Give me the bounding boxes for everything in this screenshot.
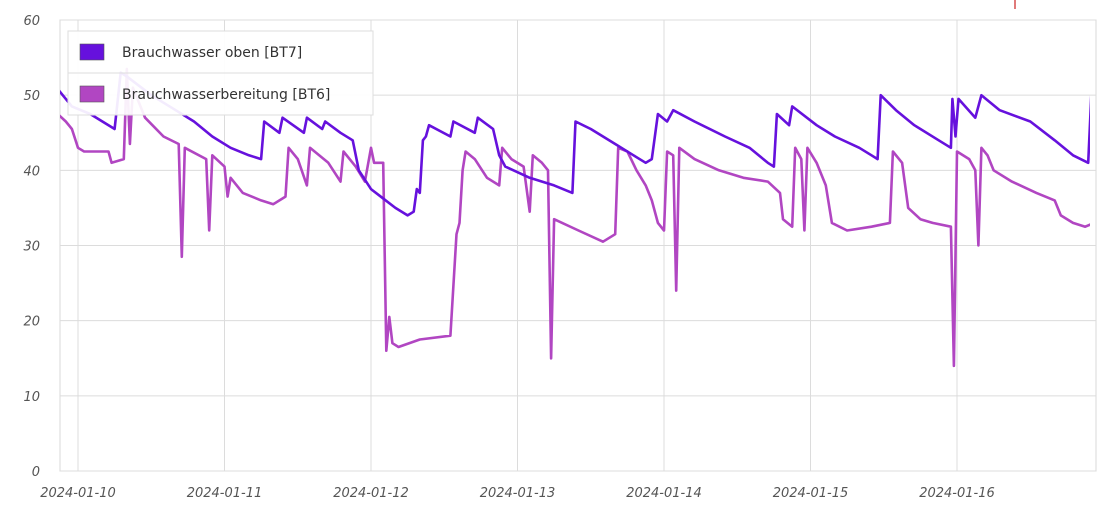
y-tick-label: 50 [23, 89, 40, 104]
x-tick-label: 2024-01-13 [480, 486, 556, 501]
legend-label: Brauchwasserbereitung [BT6] [122, 87, 330, 103]
series-line-0[interactable] [54, 71, 1105, 217]
y-tick-label: 30 [23, 240, 40, 255]
x-tick-label: 2024-01-15 [773, 486, 849, 501]
y-tick-label: 20 [23, 315, 40, 330]
legend-item-box[interactable] [67, 72, 374, 116]
y-tick-label: 40 [23, 164, 40, 179]
x-tick-label: 2024-01-11 [187, 486, 263, 501]
series-lines [54, 67, 1105, 368]
legend-swatch [79, 43, 105, 61]
legend-label: Brauchwasser oben [BT7] [122, 45, 302, 61]
y-axis-ticks: 0 10 20 30 40 50 60 [23, 14, 40, 480]
series-line-1[interactable] [54, 67, 1105, 368]
x-tick-label: 2024-01-14 [626, 486, 702, 501]
x-tick-label: 2024-01-16 [919, 486, 995, 501]
grid-lines [59, 19, 1097, 472]
legend-swatch [79, 85, 105, 103]
x-tick-label: 2024-01-10 [40, 486, 116, 501]
x-axis-ticks: 2024-01-10 2024-01-11 2024-01-12 2024-01-13… [40, 486, 995, 501]
y-tick-label: 60 [23, 14, 40, 29]
legend[interactable]: Brauchwasser oben [BT7] Brauchwasserberei… [67, 30, 374, 116]
x-tick-label: 2024-01-12 [333, 486, 409, 501]
legend-item-box[interactable] [67, 30, 374, 74]
y-tick-label: 0 [32, 465, 40, 480]
y-tick-label: 10 [23, 390, 40, 405]
